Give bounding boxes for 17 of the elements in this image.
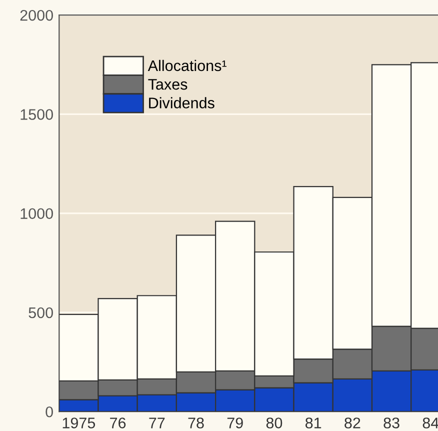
legend-label: Dividends [149, 97, 214, 108]
y-tick-label: 0 [46, 406, 53, 418]
x-tick-label: 78 [188, 418, 204, 428]
x-tick-label: 1975 [62, 418, 96, 428]
x-tick-label: 82 [344, 418, 360, 428]
y-tick-label: 1500 [20, 109, 53, 120]
x-tick-label: 83 [384, 418, 400, 428]
y-tick-label: 2000 [20, 10, 53, 21]
x-tick-label: 80 [266, 418, 282, 428]
legend-label: Allocations¹ [148, 60, 226, 72]
y-tick-label: 1000 [20, 208, 53, 220]
legend-label: Taxes [148, 79, 188, 90]
x-tick-label: 76 [110, 418, 126, 428]
x-tick-label: 79 [227, 418, 243, 428]
y-tick-label: 500 [28, 307, 53, 318]
x-tick-label: 81 [305, 418, 322, 428]
x-tick-label: 77 [149, 418, 165, 428]
